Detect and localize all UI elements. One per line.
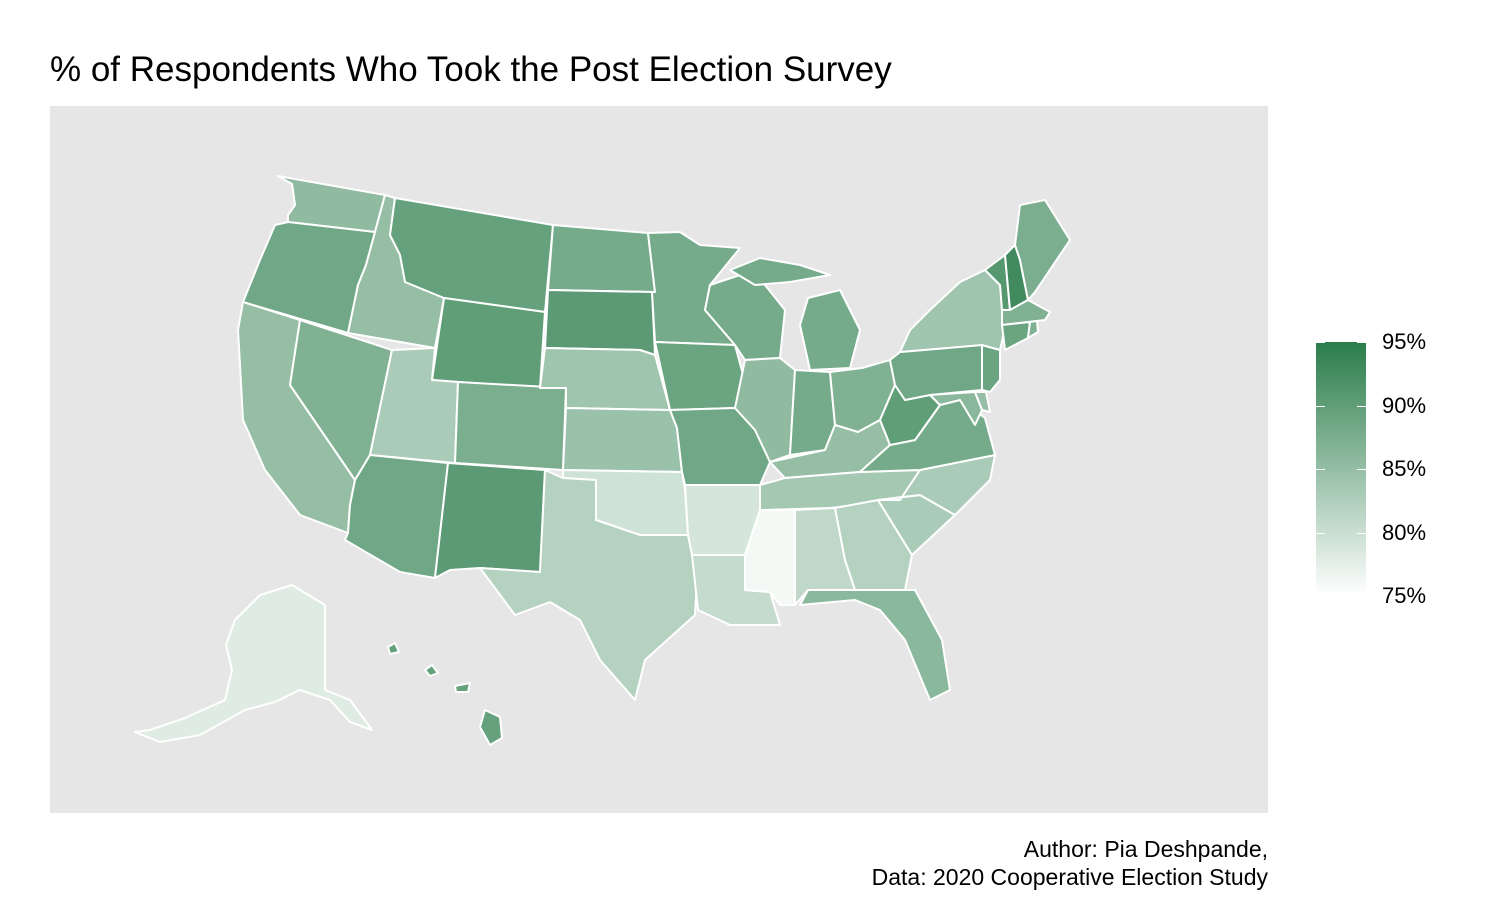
legend-tick-mark (1316, 342, 1325, 343)
state-ny[interactable] (899, 269, 1006, 353)
state-nj[interactable] (981, 344, 1001, 393)
state-ia[interactable] (654, 341, 746, 411)
state-fl[interactable] (799, 589, 951, 701)
map-title: % of Respondents Who Took the Post Elect… (50, 50, 892, 89)
caption-author: Author: Pia Deshpande, (1023, 836, 1268, 862)
legend-tick-label: 75% (1382, 583, 1427, 608)
state-il[interactable] (734, 357, 796, 463)
legend-tick-mark (1357, 532, 1366, 534)
legend-tick-mark (1357, 595, 1366, 596)
legend-tick-mark (1316, 469, 1325, 470)
legend-tick-mark (1357, 405, 1366, 407)
legend-tick-label: 90% (1382, 392, 1427, 418)
legend-tick-label: 80% (1382, 519, 1427, 545)
state-de[interactable] (974, 391, 991, 413)
legend-tick-mark (1357, 342, 1366, 343)
color-legend: 95% 90% 85% 80% 75% (1316, 329, 1436, 608)
choropleth-map (134, 175, 1071, 746)
state-hi[interactable] (387, 642, 503, 746)
legend-tick-mark (1316, 595, 1325, 596)
state-az[interactable] (344, 454, 449, 579)
legend-tick-label: 95% (1382, 329, 1427, 354)
state-sd[interactable] (544, 289, 656, 356)
state-nd[interactable] (547, 224, 656, 293)
legend-tick-label: 85% (1382, 456, 1427, 481)
state-mi[interactable] (729, 257, 861, 371)
state-ri[interactable] (1027, 320, 1039, 339)
state-ak[interactable] (134, 584, 373, 743)
state-nm[interactable] (434, 462, 546, 579)
state-co[interactable] (454, 381, 567, 471)
state-me[interactable] (1014, 199, 1071, 301)
map-caption: Author: Pia Deshpande, Data: 2020 Cooper… (872, 835, 1268, 891)
state-wy[interactable] (431, 297, 546, 389)
legend-tick-mark (1357, 469, 1366, 470)
legend-tick-mark (1316, 532, 1325, 534)
legend-tick-mark (1316, 405, 1325, 407)
state-tx[interactable] (479, 469, 699, 701)
caption-source: Data: 2020 Cooperative Election Study (871, 864, 1268, 890)
state-ct[interactable] (1001, 321, 1031, 351)
state-ks[interactable] (562, 407, 683, 473)
